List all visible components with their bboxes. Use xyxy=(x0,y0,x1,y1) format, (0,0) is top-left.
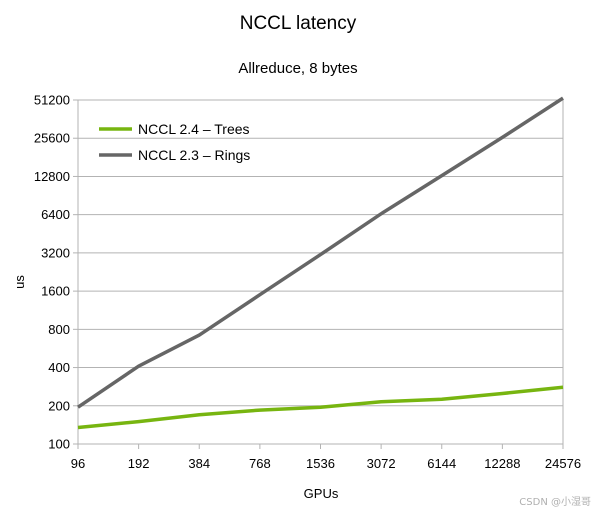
series-line-1 xyxy=(77,96,564,409)
legend-label-0: NCCL 2.4 – Trees xyxy=(138,121,250,137)
axes xyxy=(73,99,564,449)
x-tick-label: 3072 xyxy=(367,456,396,471)
x-tick-label: 384 xyxy=(188,456,210,471)
series-line-0 xyxy=(77,385,564,430)
y-tick-label: 25600 xyxy=(34,131,70,146)
x-tick-label: 1536 xyxy=(306,456,335,471)
legend-label-1: NCCL 2.3 – Rings xyxy=(138,147,250,163)
y-tick-label: 100 xyxy=(48,437,70,452)
x-tick-label: 192 xyxy=(128,456,150,471)
y-tick-labels: 100 200 400 800 1600 3200 6400 12800 25600 51200 xyxy=(34,93,70,452)
chart-subtitle: Allreduce, 8 bytes xyxy=(238,60,357,77)
y-tick-label: 800 xyxy=(48,322,70,337)
y-tick-label: 6400 xyxy=(41,207,70,222)
x-tick-label: 12288 xyxy=(484,456,520,471)
y-tick-label: 51200 xyxy=(34,93,70,108)
x-tick-label: 768 xyxy=(249,456,271,471)
y-tick-label: 12800 xyxy=(34,169,70,184)
x-axis-title: GPUs xyxy=(304,486,339,501)
x-tick-label: 24576 xyxy=(545,456,581,471)
y-tick-label: 3200 xyxy=(41,245,70,260)
y-axis-title: us xyxy=(12,275,27,289)
series-lines xyxy=(77,96,564,430)
y-tick-label: 200 xyxy=(48,398,70,413)
x-tick-labels: 96 192 384 768 1536 3072 6144 12288 24576 xyxy=(71,456,581,471)
y-tick-label: 400 xyxy=(48,360,70,375)
x-tick-label: 6144 xyxy=(427,456,456,471)
x-tick-label: 96 xyxy=(71,456,85,471)
y-tick-label: 1600 xyxy=(41,284,70,299)
watermark: CSDN @小湿哥 xyxy=(519,496,591,508)
legend: NCCL 2.4 – Trees NCCL 2.3 – Rings xyxy=(99,121,250,163)
chart-title: NCCL latency xyxy=(240,13,357,34)
